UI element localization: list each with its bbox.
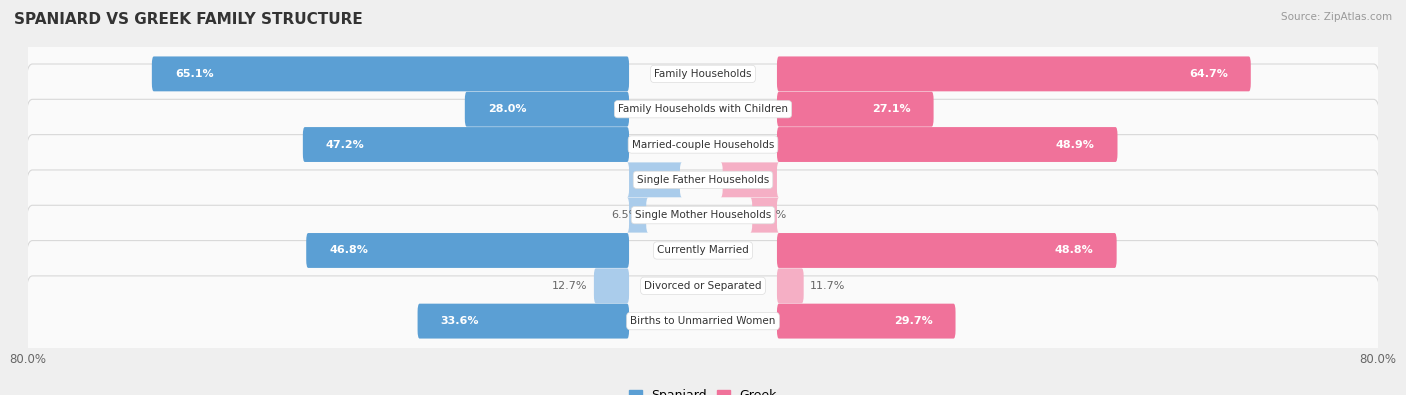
FancyBboxPatch shape [465,92,628,127]
FancyBboxPatch shape [593,268,628,303]
Text: SPANIARD VS GREEK FAMILY STRUCTURE: SPANIARD VS GREEK FAMILY STRUCTURE [14,12,363,27]
Text: 12.7%: 12.7% [553,281,588,291]
FancyBboxPatch shape [152,56,628,91]
Text: 28.0%: 28.0% [488,104,526,114]
Text: 48.8%: 48.8% [1054,245,1094,256]
Text: Single Father Households: Single Father Households [637,175,769,185]
Text: 5.6%: 5.6% [759,210,787,220]
FancyBboxPatch shape [778,127,1118,162]
Text: 48.9%: 48.9% [1056,139,1094,150]
Text: Married-couple Households: Married-couple Households [631,139,775,150]
Text: Divorced or Separated: Divorced or Separated [644,281,762,291]
Text: 47.2%: 47.2% [326,139,364,150]
Text: 46.8%: 46.8% [329,245,368,256]
FancyBboxPatch shape [778,233,1116,268]
Text: 2.5%: 2.5% [645,175,673,185]
Text: Currently Married: Currently Married [657,245,749,256]
FancyBboxPatch shape [25,29,1381,119]
FancyBboxPatch shape [627,198,648,233]
Text: 6.5%: 6.5% [612,210,640,220]
Text: 29.7%: 29.7% [894,316,932,326]
FancyBboxPatch shape [302,127,628,162]
FancyBboxPatch shape [418,304,628,339]
FancyBboxPatch shape [25,64,1381,154]
FancyBboxPatch shape [25,241,1381,331]
FancyBboxPatch shape [751,198,779,233]
Text: 11.7%: 11.7% [810,281,845,291]
Legend: Spaniard, Greek: Spaniard, Greek [624,384,782,395]
FancyBboxPatch shape [778,268,804,303]
FancyBboxPatch shape [25,170,1381,260]
Text: Family Households with Children: Family Households with Children [619,104,787,114]
Text: 33.6%: 33.6% [440,316,479,326]
Text: Single Mother Households: Single Mother Households [636,210,770,220]
FancyBboxPatch shape [778,92,934,127]
Text: Source: ZipAtlas.com: Source: ZipAtlas.com [1281,12,1392,22]
Text: Family Households: Family Households [654,69,752,79]
FancyBboxPatch shape [25,205,1381,296]
Text: 27.1%: 27.1% [872,104,911,114]
FancyBboxPatch shape [721,162,779,197]
Text: 64.7%: 64.7% [1189,69,1227,79]
Text: 2.1%: 2.1% [730,175,758,185]
Text: Births to Unmarried Women: Births to Unmarried Women [630,316,776,326]
Text: 65.1%: 65.1% [174,69,214,79]
FancyBboxPatch shape [25,276,1381,366]
FancyBboxPatch shape [25,99,1381,190]
FancyBboxPatch shape [627,162,682,197]
FancyBboxPatch shape [778,304,956,339]
FancyBboxPatch shape [778,56,1251,91]
FancyBboxPatch shape [307,233,628,268]
FancyBboxPatch shape [25,135,1381,225]
